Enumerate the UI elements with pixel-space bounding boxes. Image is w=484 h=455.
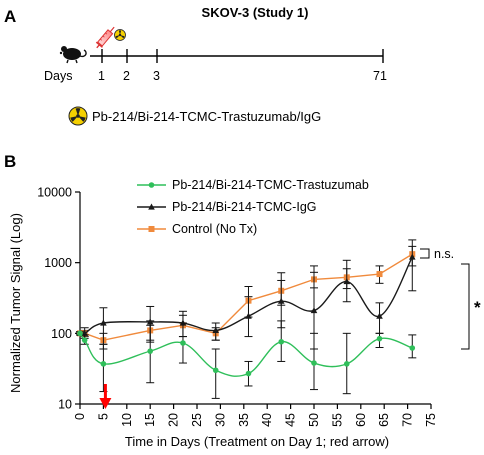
- x-tick-label: 75: [424, 413, 438, 427]
- data-point: [408, 253, 416, 260]
- panel-b-letter: B: [4, 152, 16, 171]
- treatment-arrow: [99, 384, 112, 409]
- legend-label: Pb-214/Bi-214-TCMC-Trastuzumab: [172, 178, 369, 192]
- radiation-icon: [114, 29, 126, 41]
- y-tick-label: 10000: [37, 186, 72, 200]
- x-tick-label: 0: [73, 413, 87, 420]
- arrow-head: [99, 398, 112, 409]
- x-tick-label: 70: [401, 413, 415, 427]
- x-tick-label: 30: [213, 413, 227, 427]
- x-tick-label: 10: [120, 413, 134, 427]
- x-tick-label: 25: [190, 413, 204, 427]
- data-point: [376, 312, 383, 319]
- legend-item: Pb-214/Bi-214-TCMC-IgG: [137, 200, 317, 214]
- data-point: [343, 278, 351, 285]
- x-tick-label: 65: [377, 413, 391, 427]
- data-point: [100, 319, 107, 326]
- data-point: [100, 361, 107, 367]
- plot-area: [76, 239, 417, 399]
- x-axis-label: Time in Days (Treatment on Day 1; red ar…: [125, 434, 389, 449]
- series-line: [80, 253, 413, 341]
- data-point: [245, 370, 252, 377]
- radiation-icon: [68, 106, 88, 126]
- error-bar: [146, 324, 155, 384]
- series-0: [76, 320, 417, 399]
- legend-label: Pb-214/Bi-214-TCMC-IgG: [172, 200, 317, 214]
- legend: Pb-214/Bi-214-TCMC-Trastuzumab Pb-214/Bi-…: [137, 178, 369, 236]
- y-axis-label: Normalized Tumor Signal (Log): [8, 213, 23, 393]
- timeline-day: 3: [153, 69, 160, 83]
- y-tick-label: 100: [51, 327, 72, 341]
- error-bar: [408, 239, 417, 292]
- data-point: [376, 335, 383, 342]
- timeline-day: 1: [98, 69, 105, 83]
- series-1: [76, 239, 417, 350]
- legend-marker: [148, 226, 155, 232]
- y-tick-label: 10: [58, 398, 72, 412]
- data-point: [409, 345, 416, 351]
- legend-label: Control (No Tx): [172, 222, 257, 236]
- data-point: [376, 271, 383, 278]
- data-point: [310, 307, 318, 314]
- drug-label: Pb-214/Bi-214-TCMC-Trastuzumab/IgG: [92, 109, 321, 124]
- series-line: [79, 256, 413, 335]
- x-tick-label: 15: [143, 413, 157, 427]
- data-point: [343, 361, 350, 367]
- timeline-day: 71: [373, 69, 387, 83]
- data-point: [311, 360, 317, 366]
- x-tick-label: 20: [167, 413, 181, 427]
- panel-a-title: SKOV-3 (Study 1): [202, 5, 309, 20]
- y-ticks: 10 100 1000 10000: [37, 186, 80, 412]
- mouse-icon: [59, 46, 87, 64]
- x-tick-label: 50: [307, 413, 321, 427]
- legend-item: Control (No Tx): [137, 222, 257, 236]
- significance-star: *: [461, 263, 481, 350]
- x-tick-label: 55: [330, 413, 344, 427]
- legend-item: Pb-214/Bi-214-TCMC-Trastuzumab: [137, 178, 369, 192]
- significance-ns: n.s.: [420, 247, 454, 261]
- x-ticks: 0 5 10 15 20 25 30 35 40 45 50 55 60 65 70 75: [73, 404, 438, 427]
- x-tick-label: 60: [354, 413, 368, 427]
- error-bar: [211, 348, 220, 399]
- series-2: [76, 245, 417, 350]
- legend-marker: [148, 203, 155, 210]
- data-point: [147, 348, 153, 354]
- data-point: [212, 326, 220, 334]
- data-point: [277, 297, 285, 304]
- y-tick-label: 1000: [44, 256, 72, 270]
- x-tick-label: 45: [284, 413, 298, 427]
- x-tick-label: 40: [260, 413, 274, 427]
- legend-marker: [148, 182, 155, 188]
- x-tick-label: 5: [96, 413, 110, 420]
- data-point: [77, 330, 83, 337]
- data-point: [81, 337, 88, 343]
- data-point: [146, 318, 154, 325]
- x-tick-label: 35: [237, 413, 251, 427]
- timeline: Days 1 2 3 71: [44, 49, 387, 83]
- data-point: [180, 340, 186, 346]
- panel-a-letter: A: [4, 7, 16, 26]
- timeline-label: Days: [44, 69, 72, 83]
- syringe-icon: [95, 26, 115, 49]
- data-point: [212, 367, 219, 374]
- ns-label: n.s.: [434, 247, 454, 261]
- data-point: [245, 312, 252, 319]
- timeline-day: 2: [123, 69, 130, 83]
- series-line: [79, 332, 413, 377]
- data-point: [278, 338, 285, 345]
- star-label: *: [474, 298, 481, 317]
